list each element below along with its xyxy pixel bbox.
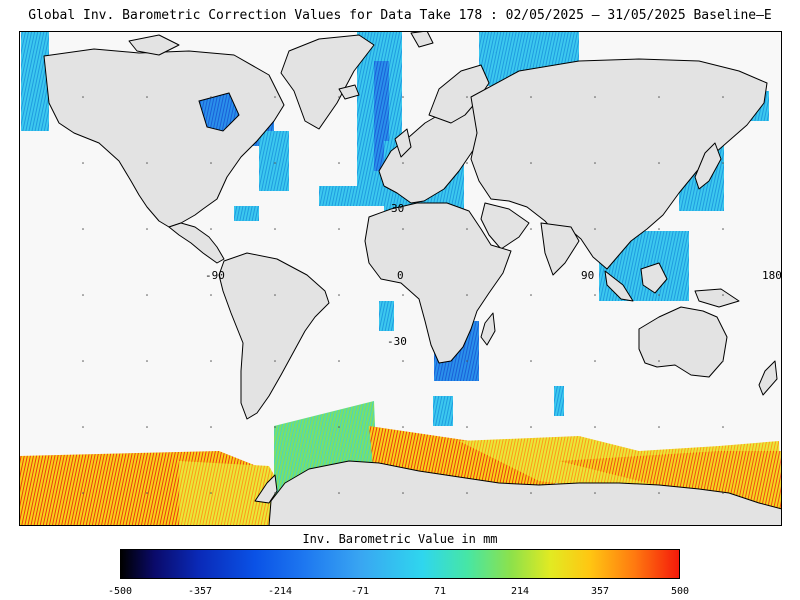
colorbar-title: Inv. Barometric Value in mm xyxy=(302,532,498,546)
colorbar-tick-label: -357 xyxy=(187,586,213,597)
lat-label-0: 0 xyxy=(397,269,404,282)
map-frame xyxy=(19,31,782,526)
lat-label-30: 30 xyxy=(391,202,404,215)
colorbar-tick-label: -500 xyxy=(107,586,133,597)
lon-label-180: 180 xyxy=(762,269,782,282)
colorbar-tick-label: 500 xyxy=(670,586,690,597)
colorbar xyxy=(120,549,680,579)
world-map: 30 0 -30 -90 90 180 xyxy=(19,31,782,526)
colorbar-tick-label: 71 xyxy=(433,586,447,597)
graticule xyxy=(19,31,782,526)
colorbar-tick-label: -214 xyxy=(267,586,293,597)
map-title: Global Inv. Barometric Correction Values… xyxy=(28,8,772,23)
lat-label-minus-30: -30 xyxy=(387,335,407,348)
lon-label-90: 90 xyxy=(581,269,594,282)
colorbar-tick-label: -71 xyxy=(350,586,370,597)
lon-label-minus-90: -90 xyxy=(205,269,225,282)
colorbar-tick-label: 214 xyxy=(510,586,530,597)
colorbar-tick-label: 357 xyxy=(590,586,610,597)
